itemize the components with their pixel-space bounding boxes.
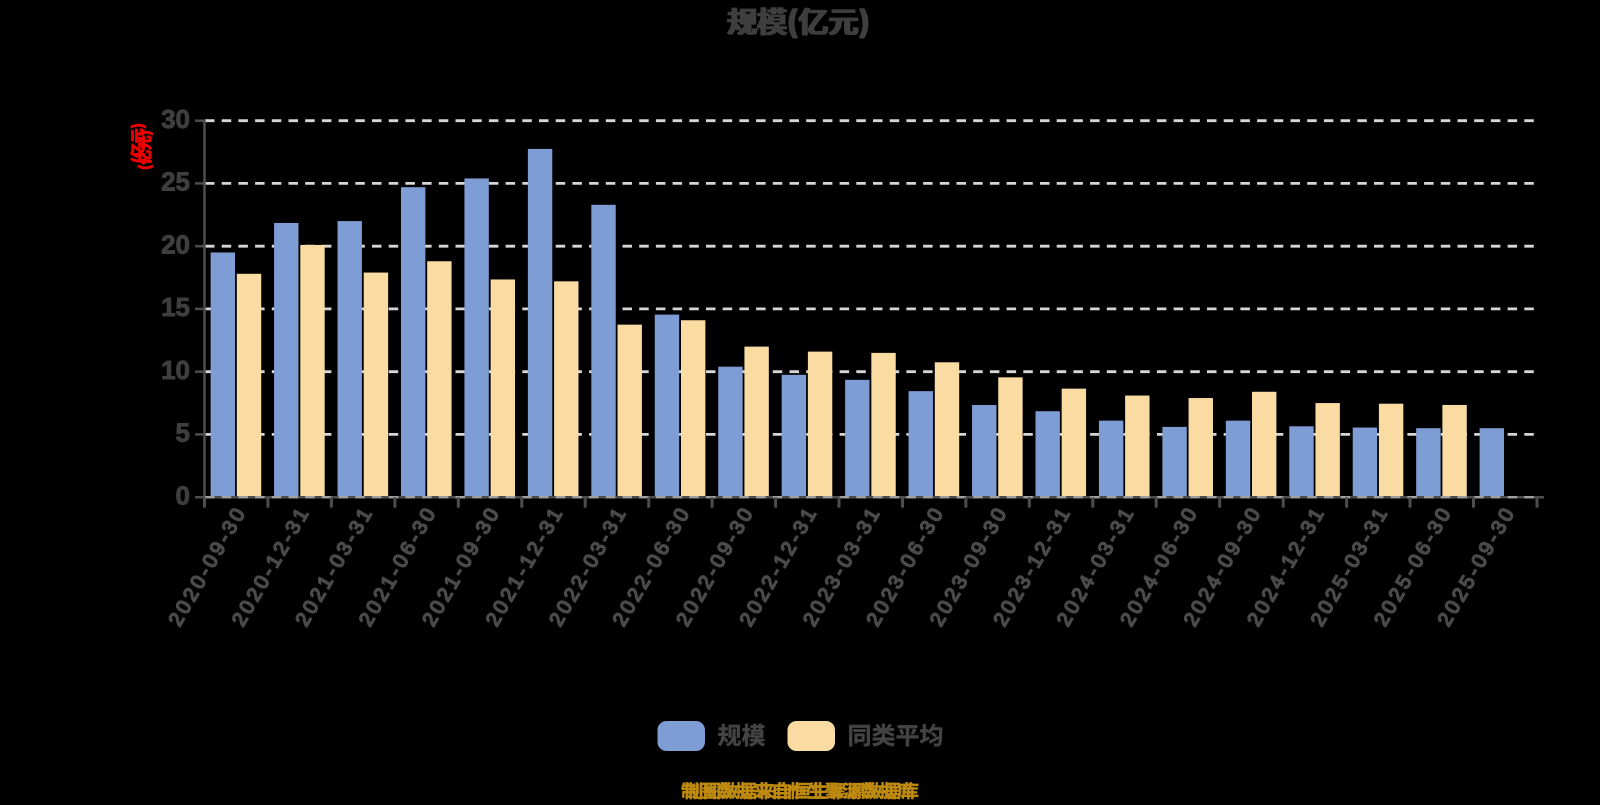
svg-text:0: 0 [176,480,190,510]
svg-text:30: 30 [161,104,190,134]
svg-text:20: 20 [161,229,190,259]
svg-text:25: 25 [161,167,190,197]
svg-text:5: 5 [176,418,190,448]
svg-text:10: 10 [161,355,190,385]
svg-text:15: 15 [161,292,190,322]
